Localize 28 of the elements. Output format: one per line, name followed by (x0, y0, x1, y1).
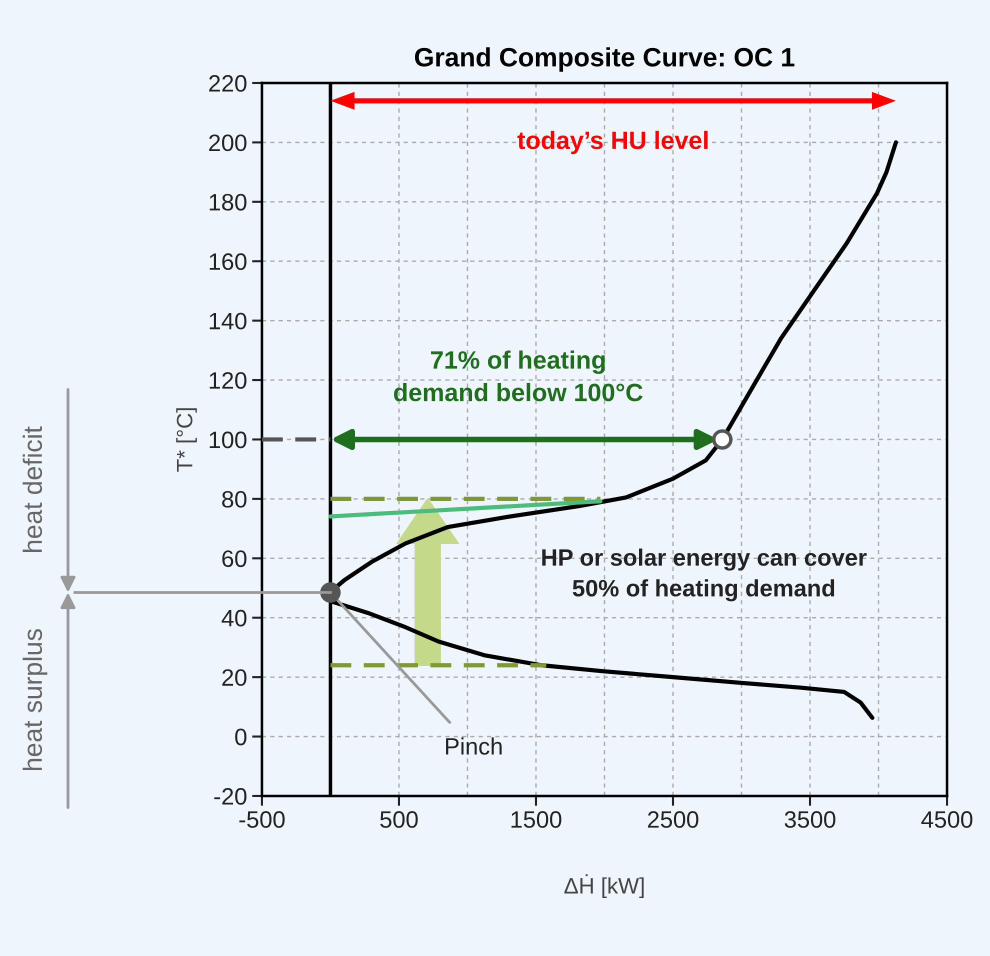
annotation: Pinch (446, 737, 502, 755)
y-axis-title: T* [°C] (176, 408, 197, 472)
x-tick-label: 4500 (921, 811, 972, 828)
x-tick-label: -500 (239, 811, 285, 828)
y-tick-label: 40 (222, 610, 246, 627)
x-tick-label: 500 (380, 811, 418, 828)
x-tick-label: 3500 (784, 811, 836, 828)
text: heat surplus (22, 629, 48, 770)
y-tick-label: 80 (222, 490, 246, 508)
y-tick-label: 20 (222, 669, 246, 686)
x-tick-label: 2500 (648, 811, 698, 828)
text: heat deficit (22, 426, 42, 552)
y-tick-label: 100 (210, 432, 246, 448)
x-axis-title: ΔḢ [kW] (564, 874, 644, 898)
y-tick-label: 200 (209, 134, 246, 152)
x-tick-label: 1500 (512, 811, 562, 828)
annotation: 71% of heating demand below 100°C (394, 350, 643, 402)
y-tick-label: 180 (210, 194, 246, 211)
y-tick-label: 160 (210, 253, 246, 270)
y-tick-label: -20 (214, 788, 246, 805)
y-tick-label: 140 (210, 312, 246, 330)
y-tick-label: 220 (209, 75, 246, 92)
annotation: today’s HU level (517, 130, 708, 154)
annotation: HP or solar energy can cover 50% of heating demand (542, 548, 867, 602)
y-tick-label: 120 (210, 372, 246, 389)
y-tick-label: 0 (235, 728, 246, 746)
y-tick-label: 60 (222, 550, 246, 568)
chart-title: Grand Composite Curve: OC 1 (414, 47, 794, 72)
